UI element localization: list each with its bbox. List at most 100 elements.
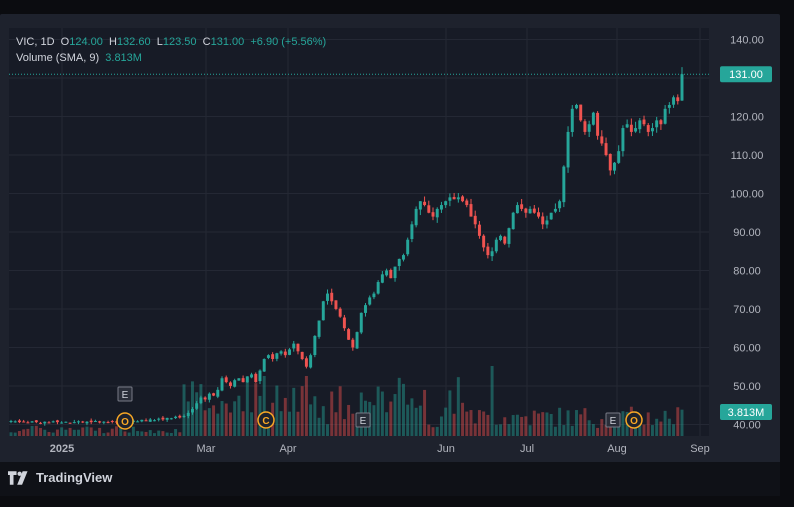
volume-bar <box>220 401 224 436</box>
candle-body <box>102 421 106 423</box>
candle-body <box>60 422 64 424</box>
volume-bar <box>39 428 43 436</box>
open-value: 124.00 <box>69 36 103 48</box>
volume-bar <box>600 419 604 436</box>
candle-body <box>93 420 97 422</box>
volume-bar <box>473 423 477 436</box>
x-tick-label: Jul <box>520 443 534 455</box>
volume-bar <box>174 429 178 436</box>
candle-body <box>503 236 507 244</box>
candle-body <box>418 201 422 210</box>
candle-body <box>570 108 574 132</box>
candle-body <box>414 208 418 226</box>
candle-body <box>380 274 384 283</box>
candle-body <box>47 422 51 424</box>
candle-body <box>17 420 21 423</box>
candle-body <box>338 308 342 317</box>
volume-bar <box>596 427 600 436</box>
candle-body <box>43 421 47 424</box>
volume-bar <box>524 416 528 436</box>
volume-bar <box>123 431 127 436</box>
volume-bar <box>638 420 642 436</box>
candle-body <box>456 197 460 200</box>
volume-bar <box>212 405 216 436</box>
volume-label[interactable]: Volume (SMA, 9) <box>16 52 100 64</box>
candle-body <box>667 104 671 108</box>
tradingview-icon <box>8 470 28 485</box>
volume-bar <box>224 403 228 436</box>
volume-bar <box>608 426 612 436</box>
volume-bar <box>444 407 448 436</box>
volume-bar <box>140 431 144 436</box>
candle-body <box>364 305 367 313</box>
earnings-marker <box>605 412 621 428</box>
volume-bar <box>566 410 570 436</box>
candle-body <box>51 421 55 423</box>
change-value: +6.90 (+5.56%) <box>250 36 327 48</box>
volume-bar <box>562 425 566 436</box>
volume-bar <box>414 407 418 436</box>
candle-body <box>507 228 511 244</box>
volume-bar <box>245 382 249 436</box>
candle-body <box>575 104 578 109</box>
volume-bar <box>60 427 64 436</box>
y-tick-label: 50.00 <box>733 381 761 393</box>
candle-body <box>553 208 557 212</box>
candle-body <box>313 335 317 356</box>
volume-bar <box>342 419 346 436</box>
candle-body <box>393 266 397 279</box>
volume-bar <box>621 411 625 436</box>
x-tick-label: 2025 <box>50 443 74 455</box>
volume-bar <box>275 385 279 436</box>
volume-bar <box>250 412 254 436</box>
volume-bar <box>591 424 595 436</box>
candle-body <box>659 120 663 125</box>
candle-body <box>444 201 448 206</box>
candle-body <box>372 293 376 298</box>
volume-bar <box>22 429 26 436</box>
candle-body <box>245 376 249 383</box>
symbol-label[interactable]: VIC, 1D <box>16 36 55 48</box>
volume-bar <box>119 427 123 436</box>
volume-bar <box>85 426 89 436</box>
candle-body <box>579 104 583 121</box>
price-legend-row: VIC, 1D O124.00 H132.60 L123.50 C131.00 … <box>16 34 326 50</box>
candle-body <box>401 255 405 260</box>
volume-bar <box>490 366 494 436</box>
candle-body <box>203 397 207 400</box>
candle-body <box>81 421 85 423</box>
x-tick-label: Jun <box>437 443 455 455</box>
candle-body <box>410 224 414 240</box>
volume-value: 3.813M <box>105 52 142 64</box>
y-tick-label: 140.00 <box>730 35 764 47</box>
volume-bar <box>9 432 13 436</box>
candle-body <box>165 417 169 420</box>
tradingview-logo[interactable]: TradingView <box>8 470 112 485</box>
candle-body <box>288 349 292 355</box>
candle-body <box>321 301 325 321</box>
candle-body <box>228 382 232 386</box>
event-marker-label: C <box>262 416 269 427</box>
volume-bar <box>435 426 439 436</box>
chart-legend: VIC, 1D O124.00 H132.60 L123.50 C131.00 … <box>16 34 326 66</box>
candle-body <box>621 128 625 152</box>
candle-body <box>499 235 503 241</box>
volume-bar <box>401 383 405 436</box>
candle-body <box>490 251 494 257</box>
candle-body <box>77 421 80 423</box>
volume-bar <box>262 376 266 436</box>
volume-bar <box>431 427 435 436</box>
candle-body <box>473 215 477 225</box>
volume-bar <box>667 418 671 436</box>
volume-bar <box>144 431 148 436</box>
volume-bar <box>55 429 59 436</box>
volume-bar <box>570 425 574 436</box>
candle-body <box>511 212 515 230</box>
volume-bar <box>304 376 308 436</box>
candle-body <box>161 417 165 420</box>
volume-bar <box>317 417 321 436</box>
volume-bar <box>216 413 220 436</box>
x-tick-label: Mar <box>197 443 216 455</box>
volume-bar <box>81 427 85 436</box>
